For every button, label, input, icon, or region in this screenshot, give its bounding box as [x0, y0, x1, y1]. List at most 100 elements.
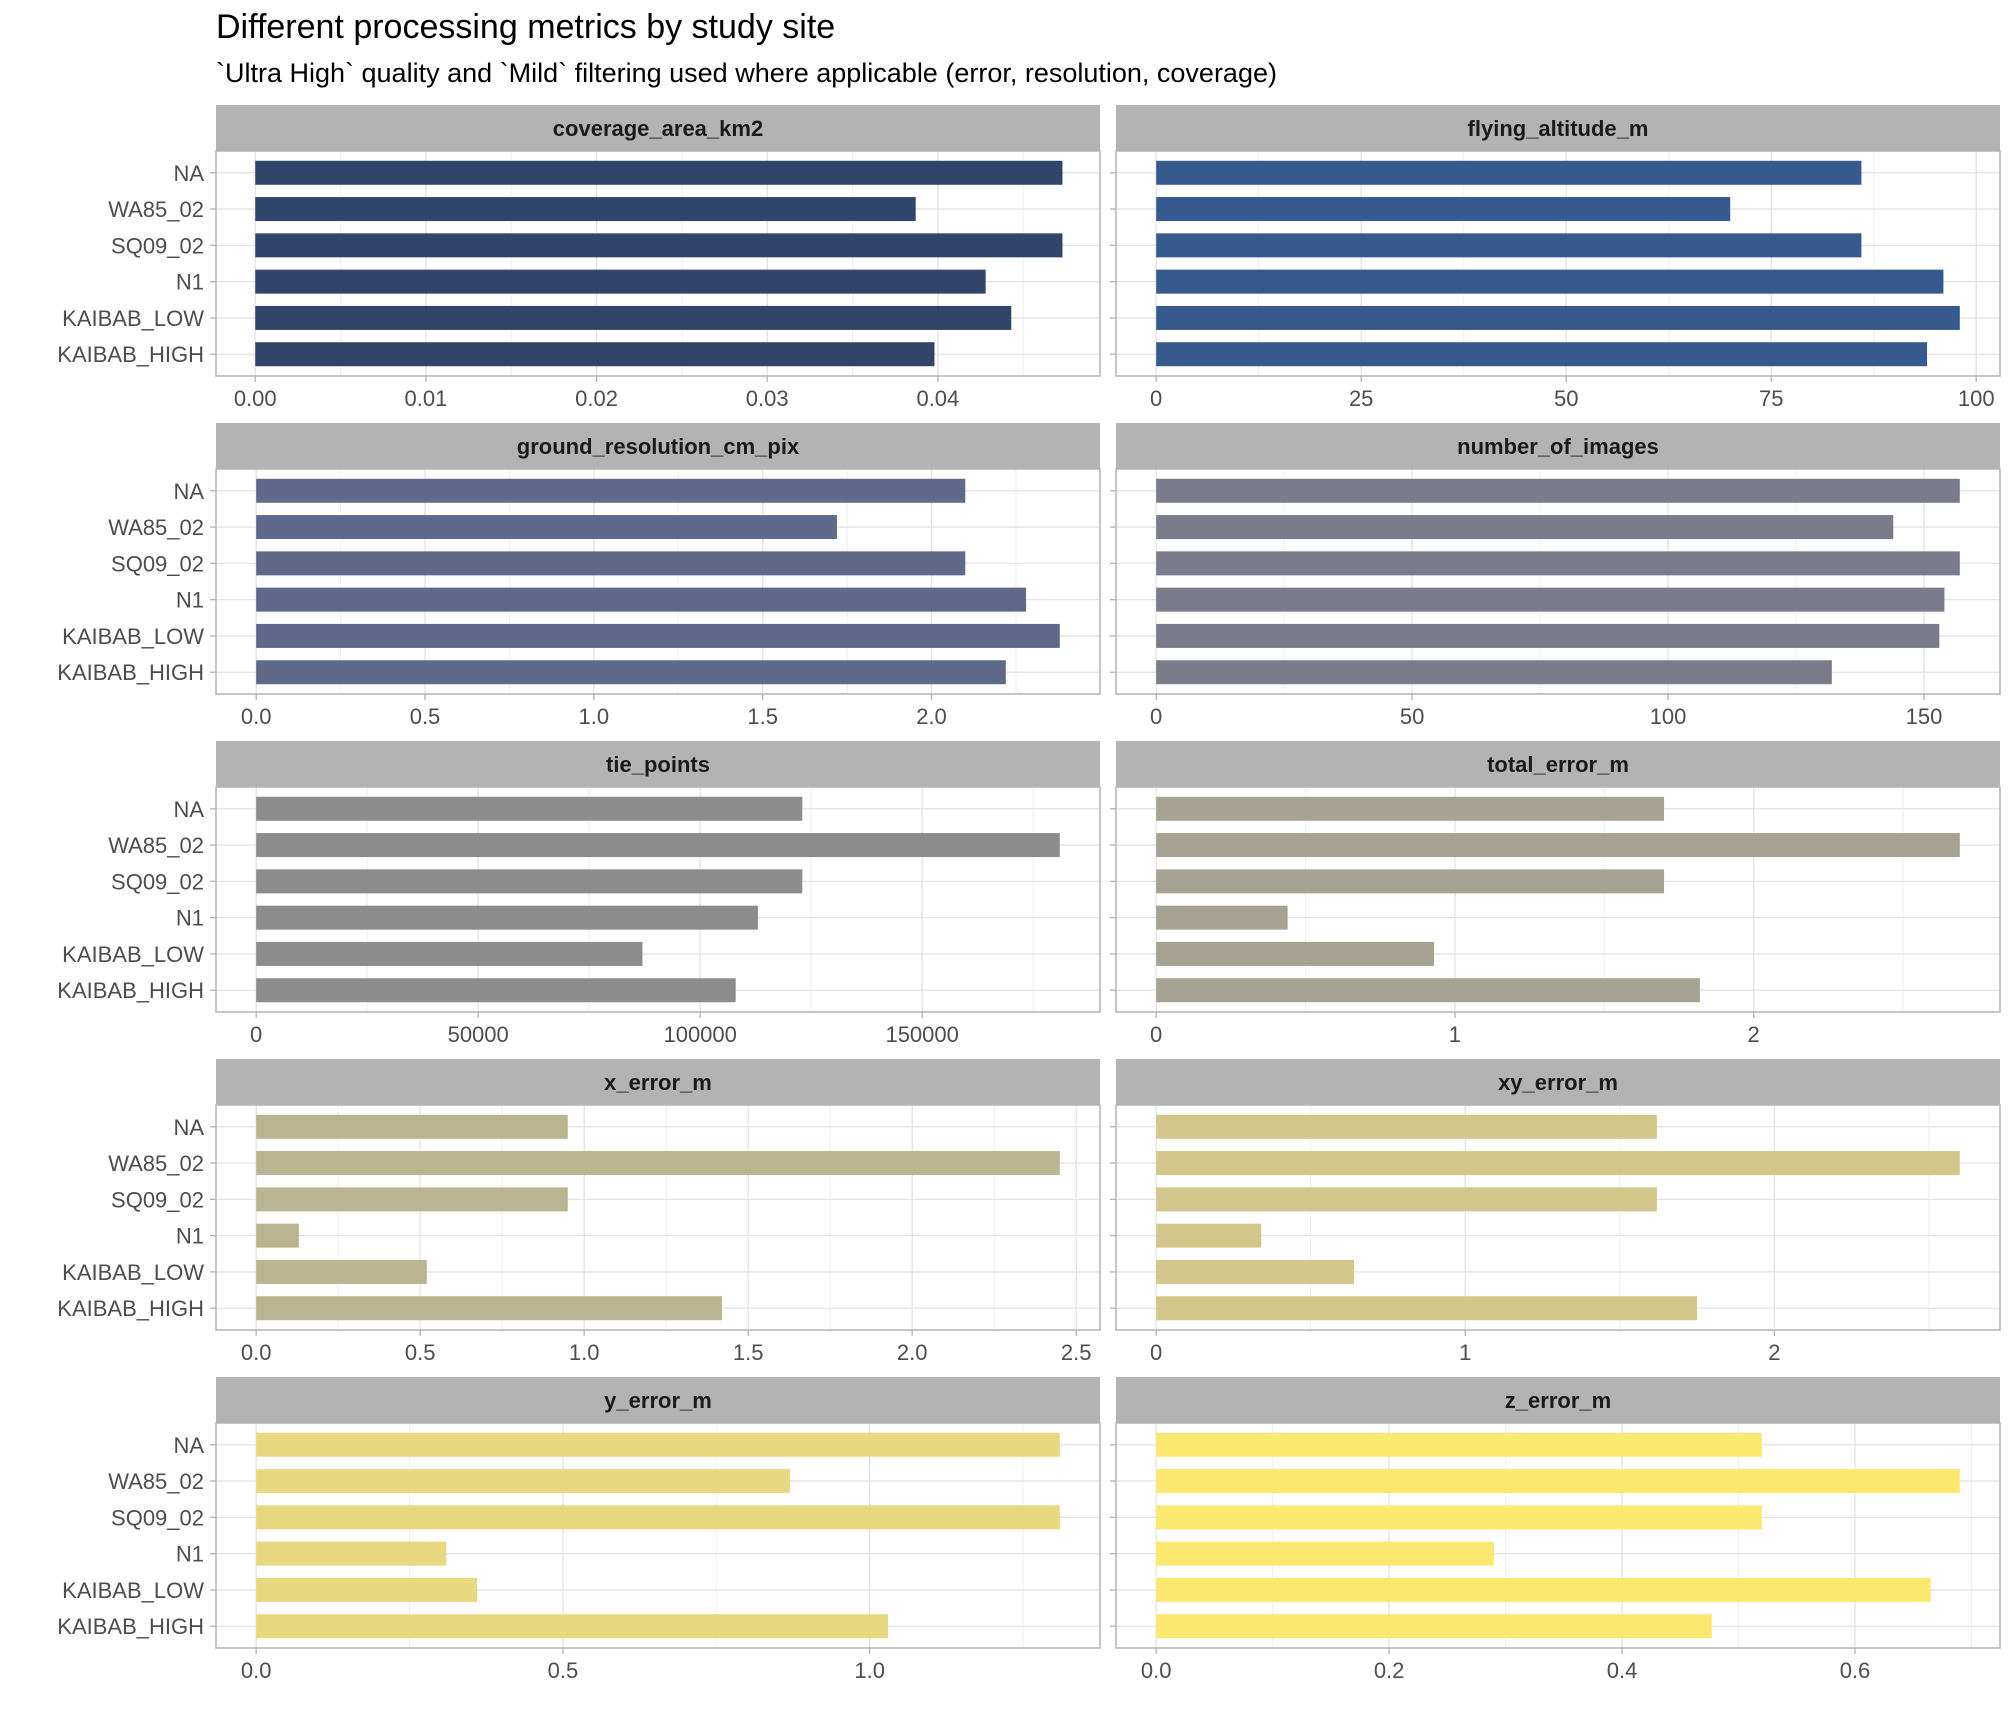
chart-title: Different processing metrics by study si…	[216, 8, 836, 46]
category-label-SQ09_02: SQ09_02	[111, 869, 204, 894]
x-tick-label: 0.0	[241, 1340, 272, 1365]
bar-NA	[256, 796, 803, 821]
facet-strip-label: total_error_m	[1487, 752, 1629, 777]
panel-border	[215, 468, 1101, 695]
x-tick-label: 1	[1449, 1022, 1461, 1047]
bar-N1	[1156, 905, 1288, 930]
facet-flying_altitude_m: flying_altitude_m 0 25 50 75 100	[1110, 105, 2001, 411]
bar-SQ09_02	[256, 551, 966, 576]
category-label-KAIBAB_LOW: KAIBAB_LOW	[62, 624, 204, 649]
x-tick-label: 0.02	[575, 386, 618, 411]
x-tick-label: 0.2	[1374, 1658, 1405, 1683]
x-tick-label: 0.03	[746, 386, 789, 411]
category-label-N1: N1	[176, 906, 204, 931]
x-tick-label: 0.0	[241, 1658, 272, 1683]
x-tick-label: 0.0	[241, 704, 272, 729]
bar-NA	[1156, 796, 1665, 821]
bar-SQ09_02	[1156, 233, 1862, 258]
bar-KAIBAB_LOW	[1156, 1259, 1354, 1284]
bar-KAIBAB_HIGH	[256, 1296, 722, 1321]
category-label-KAIBAB_LOW: KAIBAB_LOW	[62, 1260, 204, 1285]
x-tick-label: 0.0	[1141, 1658, 1172, 1683]
category-label-WA85_02: WA85_02	[108, 1151, 204, 1176]
facet-strip	[1116, 423, 2000, 469]
x-tick-label: 0	[1150, 704, 1162, 729]
bar-SQ09_02	[256, 869, 803, 894]
category-label-NA: NA	[173, 161, 204, 186]
x-tick-label: 50	[1400, 704, 1424, 729]
bar-N1	[256, 905, 758, 930]
facet-number_of_images: number_of_images 0 50 100 150	[1110, 423, 2001, 729]
bar-N1	[1156, 269, 1944, 294]
facet-strip-label: ground_resolution_cm_pix	[517, 434, 800, 459]
x-tick-label: 0.5	[548, 1658, 579, 1683]
panel-border	[215, 150, 1101, 377]
x-tick-label: 1.0	[854, 1658, 885, 1683]
chart-subtitle: `Ultra High` quality and `Mild` filterin…	[216, 58, 1277, 88]
x-tick-label: 50000	[448, 1022, 509, 1047]
x-tick-label: 0.01	[404, 386, 447, 411]
x-tick-label: 0	[1150, 1340, 1162, 1365]
panel-background	[1116, 1105, 2000, 1330]
panel-border	[215, 786, 1101, 1013]
bar-SQ09_02	[1156, 1505, 1762, 1530]
bar-N1	[1156, 587, 1945, 612]
x-tick-label: 150	[1906, 704, 1943, 729]
panel-background	[216, 469, 1100, 694]
category-label-KAIBAB_HIGH: KAIBAB_HIGH	[57, 1296, 204, 1321]
bar-KAIBAB_HIGH	[1156, 1614, 1712, 1639]
x-tick-label: 2.0	[897, 1340, 928, 1365]
bar-WA85_02	[1156, 1469, 1960, 1494]
facet-strip-label: flying_altitude_m	[1468, 116, 1649, 141]
x-tick-label: 1.0	[569, 1340, 600, 1365]
x-tick-label: 25	[1349, 386, 1373, 411]
panel-border	[1115, 150, 2001, 377]
bar-SQ09_02	[256, 1187, 568, 1212]
bar-NA	[1156, 1114, 1657, 1139]
bar-SQ09_02	[256, 1505, 1060, 1530]
category-label-N1: N1	[176, 1542, 204, 1567]
bar-KAIBAB_HIGH	[1156, 978, 1700, 1003]
facet-strip-label: number_of_images	[1457, 434, 1659, 459]
x-tick-label: 0.5	[410, 704, 441, 729]
bar-KAIBAB_LOW	[255, 305, 1012, 330]
panel-border	[1115, 1104, 2001, 1331]
x-tick-label: 2.5	[1061, 1340, 1092, 1365]
panel-border	[215, 1104, 1101, 1331]
bar-NA	[1156, 1432, 1762, 1457]
bar-WA85_02	[1156, 1151, 1960, 1176]
bar-WA85_02	[1156, 515, 1894, 540]
category-label-SQ09_02: SQ09_02	[111, 1505, 204, 1530]
x-tick-label: 1.0	[579, 704, 610, 729]
facet-strip	[216, 1377, 1100, 1423]
x-tick-label: 0.00	[234, 386, 277, 411]
facet-total_error_m: total_error_m 0 1 2	[1110, 741, 2001, 1047]
bar-SQ09_02	[1156, 869, 1665, 894]
facet-strip-label: y_error_m	[604, 1388, 712, 1413]
x-tick-label: 0	[1150, 386, 1162, 411]
panel-background	[216, 787, 1100, 1012]
facet-strip-label: coverage_area_km2	[553, 116, 763, 141]
facet-strip	[1116, 1059, 2000, 1105]
x-tick-label: 0.04	[916, 386, 959, 411]
bar-N1	[255, 269, 986, 294]
facet-coverage_area_km2: coverage_area_km2 0.00 0.01 0.02 0.03 0.04 NA W…	[57, 105, 1101, 411]
x-tick-label: 0.6	[1840, 1658, 1871, 1683]
panel-background	[216, 1423, 1100, 1648]
bar-N1	[1156, 1541, 1494, 1566]
facet-strip	[216, 423, 1100, 469]
facet-strip	[1116, 105, 2000, 151]
bar-NA	[256, 478, 966, 503]
category-label-NA: NA	[173, 479, 204, 504]
x-tick-label: 50	[1554, 386, 1578, 411]
bar-N1	[256, 1223, 299, 1248]
category-label-NA: NA	[173, 1433, 204, 1458]
x-tick-label: 0.5	[405, 1340, 436, 1365]
category-label-WA85_02: WA85_02	[108, 1469, 204, 1494]
bar-SQ09_02	[255, 233, 1063, 258]
panel-background	[1116, 469, 2000, 694]
x-tick-label: 100	[1650, 704, 1687, 729]
bar-KAIBAB_HIGH	[256, 978, 736, 1003]
facet-tie_points: tie_points 0 50000 100000 150000 NA WA85_02 SQ0…	[57, 741, 1101, 1047]
